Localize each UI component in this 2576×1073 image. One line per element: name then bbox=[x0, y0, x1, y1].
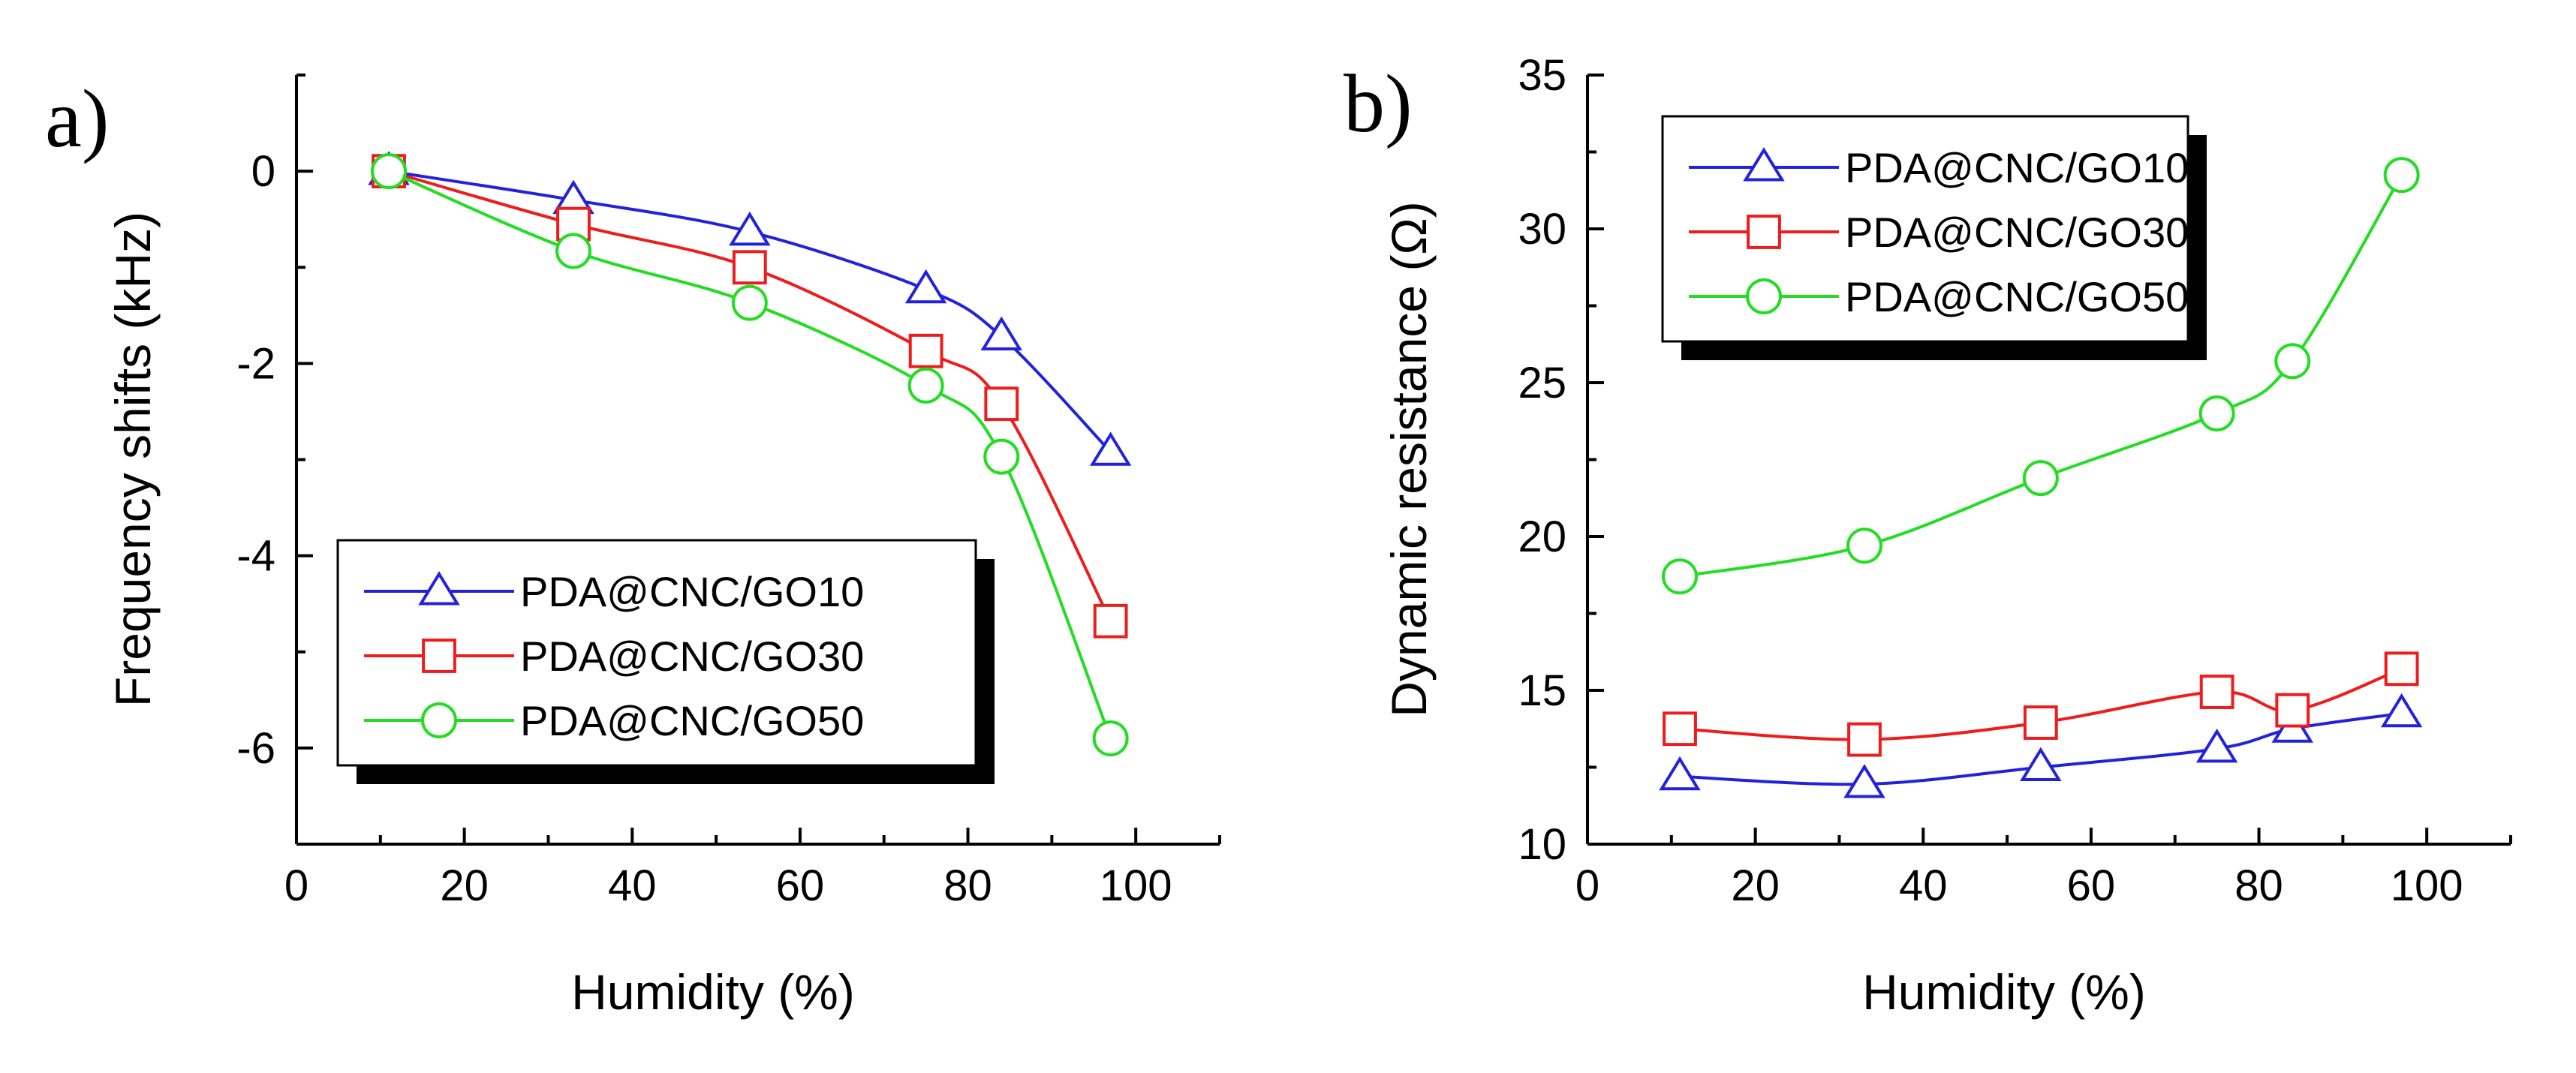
data-point-circle bbox=[1662, 558, 1698, 595]
data-point-triangle bbox=[1089, 431, 1132, 466]
series-line-square bbox=[388, 170, 1112, 622]
x-tick-label: 100 bbox=[1100, 861, 1172, 910]
x-tick-label: 20 bbox=[1731, 861, 1780, 910]
y-tick-label: 25 bbox=[1518, 359, 1566, 407]
x-tick-label: 40 bbox=[608, 861, 657, 910]
data-point-circle bbox=[371, 153, 407, 190]
data-point-square bbox=[1663, 711, 1697, 747]
data-point-triangle bbox=[729, 211, 771, 246]
y-tick-label: 0 bbox=[251, 147, 275, 196]
x-tick-label: 80 bbox=[943, 861, 992, 910]
y-tick-label: -6 bbox=[236, 724, 275, 773]
data-point-triangle bbox=[2380, 693, 2423, 728]
data-point-circle bbox=[1846, 527, 1882, 564]
data-point-square bbox=[908, 333, 943, 368]
data-point-triangle bbox=[2020, 747, 2062, 781]
x-tick-label: 0 bbox=[1575, 861, 1599, 910]
data-point-square bbox=[2199, 675, 2234, 709]
data-point-square bbox=[2023, 705, 2058, 740]
data-point-triangle bbox=[904, 269, 947, 304]
data-point-square bbox=[2275, 693, 2310, 728]
x-axis-title: Humidity (%) bbox=[1862, 964, 2146, 1020]
y-tick-label: 35 bbox=[1518, 51, 1566, 100]
y-tick-label: -4 bbox=[236, 532, 275, 581]
legend: PDA@CNC/GO10 PDA@CNC/GO30 PDA@CNC/GO50 bbox=[1661, 115, 2207, 360]
legend-label: PDA@CNC/GO50 bbox=[1845, 273, 2189, 320]
legend: PDA@CNC/GO10 PDA@CNC/GO30 PDA@CNC/GO50 bbox=[336, 539, 995, 784]
x-tick-label: 40 bbox=[1899, 861, 1948, 910]
data-point-circle bbox=[731, 284, 768, 321]
legend-marker-square bbox=[422, 639, 456, 673]
y-axis-title: Dynamic resistance (Ω) bbox=[1381, 201, 1437, 717]
y-tick-label: 20 bbox=[1518, 512, 1566, 561]
x-axis-title: Humidity (%) bbox=[571, 964, 855, 1020]
legend-label: PDA@CNC/GO30 bbox=[520, 633, 864, 680]
data-point-square bbox=[984, 386, 1019, 422]
data-point-circle bbox=[2383, 157, 2420, 194]
y-axis-title: Frequency shifts (kHz) bbox=[105, 212, 161, 707]
legend-marker-triangle bbox=[418, 571, 460, 606]
series-line-circle bbox=[1679, 174, 2403, 579]
data-point-square bbox=[2384, 651, 2419, 687]
x-tick-label: 80 bbox=[2234, 861, 2283, 910]
legend-label: PDA@CNC/GO30 bbox=[1845, 209, 2189, 256]
series-line-circle bbox=[388, 170, 1112, 739]
legend-label: PDA@CNC/GO10 bbox=[520, 568, 864, 615]
y-tick-label: 30 bbox=[1518, 205, 1566, 254]
data-point-circle bbox=[1092, 720, 1129, 757]
legend-marker-circle bbox=[421, 702, 457, 738]
panel-a: 0 20 40 60 80 100 0 -2 -4 -6 Humidity (%) Frequency… bbox=[45, 73, 1221, 1020]
y-tick-label: -2 bbox=[236, 339, 275, 388]
panel-b: 0 20 40 60 80 100 10 15 20 25 30 35 Humidity (%) Dyna… bbox=[1344, 51, 2512, 1020]
data-point-circle bbox=[983, 438, 1020, 475]
data-point-triangle bbox=[1659, 756, 1701, 791]
data-point-triangle bbox=[1843, 764, 1885, 798]
legend-label: PDA@CNC/GO10 bbox=[1845, 144, 2189, 191]
y-tick-label: 10 bbox=[1518, 820, 1566, 869]
panel-label: a) bbox=[45, 73, 109, 164]
data-point-circle bbox=[2198, 395, 2235, 431]
data-point-circle bbox=[2274, 343, 2311, 380]
data-point-circle bbox=[2022, 460, 2059, 497]
data-point-triangle bbox=[2195, 728, 2238, 763]
x-tick-label: 100 bbox=[2391, 861, 2463, 910]
x-tick-label: 20 bbox=[440, 861, 489, 910]
panel-label: b) bbox=[1344, 58, 1413, 149]
legend-label: PDA@CNC/GO50 bbox=[520, 697, 864, 744]
x-tick-label: 0 bbox=[284, 861, 308, 910]
data-point-triangle bbox=[980, 316, 1023, 350]
legend-marker-circle bbox=[1746, 278, 1782, 314]
data-point-circle bbox=[555, 233, 591, 269]
data-point-square bbox=[1847, 722, 1882, 757]
x-tick-label: 60 bbox=[776, 861, 825, 910]
legend-marker-square bbox=[1747, 215, 1781, 249]
legend-marker-triangle bbox=[1743, 147, 1785, 182]
data-point-square bbox=[732, 250, 767, 285]
y-tick-label: 15 bbox=[1518, 666, 1566, 715]
data-point-circle bbox=[907, 367, 944, 404]
data-point-square bbox=[1093, 603, 1128, 639]
x-tick-label: 60 bbox=[2067, 861, 2116, 910]
